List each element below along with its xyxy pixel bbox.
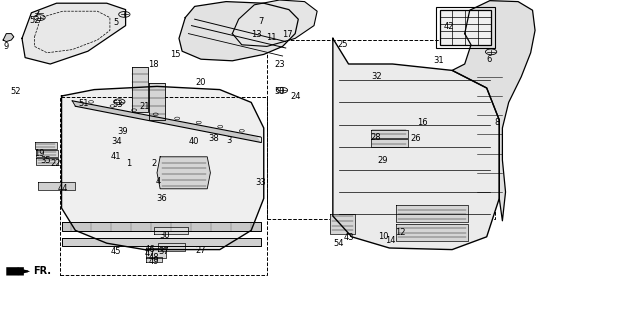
Polygon shape bbox=[22, 3, 126, 64]
Bar bbox=[440, 10, 491, 45]
Polygon shape bbox=[62, 222, 261, 231]
Text: 50: 50 bbox=[274, 87, 284, 96]
Text: 11: 11 bbox=[266, 33, 276, 42]
Polygon shape bbox=[62, 238, 261, 246]
Text: 17: 17 bbox=[283, 30, 293, 39]
Polygon shape bbox=[38, 182, 75, 190]
Polygon shape bbox=[6, 267, 30, 276]
Bar bbox=[60, 97, 267, 275]
Text: 19: 19 bbox=[34, 149, 44, 158]
Text: 33: 33 bbox=[255, 178, 266, 187]
Text: 21: 21 bbox=[139, 102, 149, 111]
Text: 6: 6 bbox=[486, 55, 491, 64]
Text: 37: 37 bbox=[158, 247, 169, 256]
Text: 45: 45 bbox=[111, 247, 121, 256]
Text: 35: 35 bbox=[40, 156, 50, 164]
Text: 47: 47 bbox=[144, 249, 154, 258]
Text: 20: 20 bbox=[196, 78, 206, 87]
Polygon shape bbox=[333, 38, 499, 250]
Text: 18: 18 bbox=[149, 60, 159, 68]
Text: 32: 32 bbox=[372, 72, 382, 81]
Text: 10: 10 bbox=[378, 232, 388, 241]
Text: 40: 40 bbox=[188, 137, 198, 146]
Polygon shape bbox=[452, 1, 535, 221]
Text: 52: 52 bbox=[30, 16, 40, 25]
Polygon shape bbox=[330, 214, 355, 234]
Polygon shape bbox=[154, 227, 188, 234]
Text: 26: 26 bbox=[411, 134, 421, 143]
Polygon shape bbox=[396, 205, 468, 222]
Text: 3: 3 bbox=[227, 136, 232, 145]
Text: 44: 44 bbox=[58, 184, 68, 193]
Polygon shape bbox=[3, 34, 14, 42]
Polygon shape bbox=[157, 157, 210, 189]
Text: 51: 51 bbox=[78, 99, 89, 108]
Text: 36: 36 bbox=[156, 194, 168, 203]
Polygon shape bbox=[132, 67, 148, 112]
Bar bbox=[267, 40, 495, 219]
Polygon shape bbox=[35, 142, 57, 149]
Bar bbox=[436, 7, 495, 48]
Polygon shape bbox=[62, 86, 264, 250]
Text: 13: 13 bbox=[251, 30, 261, 39]
Text: 2: 2 bbox=[151, 159, 156, 168]
Text: 34: 34 bbox=[111, 137, 121, 146]
Text: 54: 54 bbox=[334, 239, 344, 248]
Text: 46: 46 bbox=[144, 245, 154, 254]
Text: 4: 4 bbox=[156, 177, 161, 186]
Text: 28: 28 bbox=[371, 133, 381, 142]
Polygon shape bbox=[179, 2, 298, 61]
Text: 52: 52 bbox=[11, 87, 21, 96]
Polygon shape bbox=[232, 0, 317, 46]
Text: 41: 41 bbox=[111, 152, 121, 161]
Text: 30: 30 bbox=[160, 231, 170, 240]
Text: 1: 1 bbox=[126, 159, 131, 168]
Text: 49: 49 bbox=[149, 257, 159, 266]
Text: 12: 12 bbox=[396, 228, 406, 237]
Text: 42: 42 bbox=[444, 22, 454, 31]
Text: 14: 14 bbox=[386, 236, 396, 245]
Text: 39: 39 bbox=[117, 127, 127, 136]
Polygon shape bbox=[36, 158, 58, 165]
Polygon shape bbox=[396, 224, 468, 241]
Text: 27: 27 bbox=[196, 246, 206, 255]
Text: 25: 25 bbox=[337, 40, 347, 49]
Text: 7: 7 bbox=[258, 17, 263, 26]
Text: 38: 38 bbox=[208, 134, 219, 143]
Text: 15: 15 bbox=[171, 50, 181, 59]
Polygon shape bbox=[371, 130, 408, 138]
Text: 31: 31 bbox=[433, 56, 443, 65]
Polygon shape bbox=[371, 139, 408, 147]
Text: 5: 5 bbox=[114, 18, 119, 27]
Text: FR.: FR. bbox=[33, 266, 51, 276]
Polygon shape bbox=[158, 243, 185, 251]
Polygon shape bbox=[146, 248, 166, 258]
Polygon shape bbox=[149, 83, 165, 120]
Text: 9: 9 bbox=[4, 42, 9, 51]
Text: 22: 22 bbox=[50, 159, 60, 168]
Text: 24: 24 bbox=[290, 92, 300, 100]
Text: 23: 23 bbox=[274, 60, 284, 68]
Polygon shape bbox=[72, 101, 261, 142]
Text: 53: 53 bbox=[113, 100, 123, 109]
Text: 16: 16 bbox=[417, 118, 427, 127]
Polygon shape bbox=[146, 257, 162, 262]
Text: 8: 8 bbox=[495, 118, 500, 127]
Text: 48: 48 bbox=[149, 253, 159, 262]
Text: 29: 29 bbox=[378, 156, 388, 165]
Text: 43: 43 bbox=[344, 233, 354, 242]
Polygon shape bbox=[36, 150, 58, 157]
